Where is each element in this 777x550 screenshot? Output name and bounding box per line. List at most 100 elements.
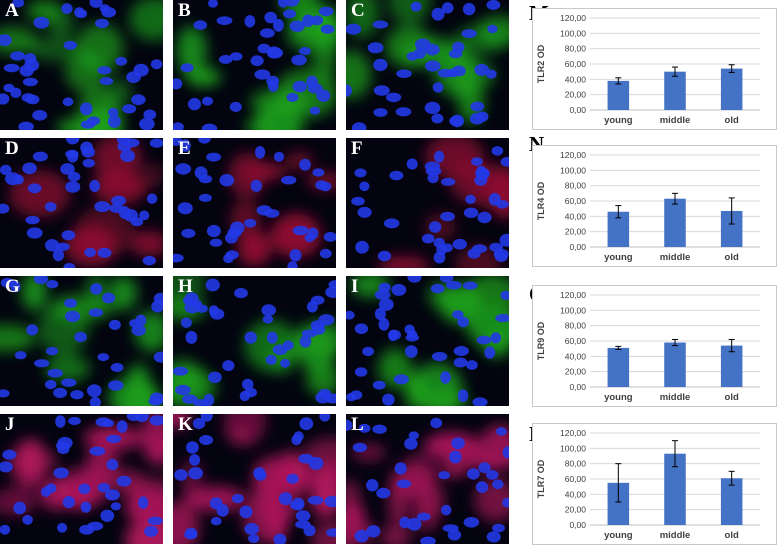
micrograph-image [173,276,336,406]
bar-middle [664,198,686,247]
y-tick-label: 120,00 [560,290,586,300]
y-tick-label: 40,00 [565,74,587,84]
x-tick-label: old [725,530,739,541]
panel-label: L [351,414,364,435]
x-tick-label: middle [660,115,691,126]
y-tick-label: 0,00 [569,382,586,392]
y-tick-label: 40,00 [565,211,587,221]
panel-label: G [5,276,20,297]
bar-old [720,210,743,247]
micrograph-image [0,414,163,544]
micrograph-k: K [173,414,336,544]
micrograph-image [351,138,509,268]
micrograph-image [346,0,509,130]
bar-middle [664,453,686,525]
y-tick-label: 20,00 [565,505,587,515]
y-tick-label: 60,00 [565,336,587,346]
micrograph-image [0,0,163,130]
bar-old [720,478,743,525]
y-tick-label: 20,00 [565,90,587,100]
y-tick-label: 40,00 [565,489,587,499]
micrograph-e: E [173,138,336,268]
nuclei-layer [351,146,509,264]
x-tick-label: middle [660,252,691,263]
micrograph-h: H [173,276,336,406]
stain-layer [0,414,163,544]
y-tick-label: 80,00 [565,321,587,331]
y-tick-label: 80,00 [565,44,587,54]
x-tick-label: old [725,252,739,263]
panel-label: H [178,276,193,297]
y-tick-label: 0,00 [569,520,586,530]
micrograph-f: F [346,138,509,268]
y-axis-label: TLR9 OD [536,321,546,360]
micrograph-b: B [173,0,336,130]
nuclei-layer [173,0,335,130]
nuclei-layer [0,0,163,130]
y-tick-label: 100,00 [560,443,586,453]
nuclei-layer [0,414,163,537]
y-tick-label: 80,00 [565,181,587,191]
micrograph-image [0,138,163,268]
panel-label: B [178,0,191,21]
y-tick-label: 120,00 [560,150,586,160]
panel-label: K [178,414,193,435]
micrograph-a: A [0,0,163,130]
micrograph-l: L [346,414,509,544]
bar-young [607,80,630,110]
nuclei-layer [346,417,509,544]
y-tick-label: 100,00 [560,28,586,38]
y-tick-label: 100,00 [560,305,586,315]
y-tick-label: 60,00 [565,196,587,206]
y-tick-label: 60,00 [565,59,587,69]
bar-chart-tlr9: 0,00 20,00 40,00 60,00 80,00 100,00 120,00 TLR9… [532,285,777,407]
micrograph-i: I [346,276,509,406]
y-tick-label: 80,00 [565,459,587,469]
y-tick-label: 120,00 [560,13,586,23]
panel-label: D [5,138,19,159]
nuclei-layer [174,414,336,544]
y-axis-label: TLR4 OD [536,181,546,220]
bar-young [607,211,630,247]
y-tick-label: 0,00 [569,105,586,115]
micrograph-image [346,276,509,406]
bar-middle [664,71,686,110]
nuclei-layer [173,278,336,406]
x-tick-label: middle [660,530,691,541]
x-tick-label: old [725,115,739,126]
panel-label: C [351,0,365,21]
y-tick-label: 40,00 [565,351,587,361]
y-axis-label: TLR7 OD [536,459,546,498]
nuclei-layer [0,276,163,406]
nuclei-layer [346,276,509,406]
panel-label: I [351,276,359,297]
y-tick-label: 120,00 [560,428,586,438]
nuclei-layer [0,138,163,268]
micrograph-image [173,138,336,268]
chart-svg: 0,00 20,00 40,00 60,00 80,00 100,00 120,00 TLR4… [532,145,777,267]
y-tick-label: 100,00 [560,165,586,175]
bar-chart-tlr2: 0,00 20,00 40,00 60,00 80,00 100,00 120,00 TLR2… [532,8,777,130]
panel-label: J [5,414,15,435]
micrograph-j: J [0,414,163,544]
bar-young [607,347,630,387]
panel-label: F [351,138,363,159]
micrograph-g: G [0,276,163,406]
y-tick-label: 20,00 [565,367,587,377]
x-tick-label: old [725,392,739,403]
bar-chart-tlr4: 0,00 20,00 40,00 60,00 80,00 100,00 120,00 TLR4… [532,145,777,267]
x-tick-label: young [604,392,633,403]
micrograph-c: C [346,0,509,130]
x-tick-label: young [604,530,633,541]
bar-old [720,68,743,110]
bar-middle [664,342,686,387]
y-axis-label: TLR2 OD [536,44,546,83]
micrograph-image [0,276,163,406]
stain-layer [228,152,336,266]
chart-svg: 0,00 20,00 40,00 60,00 80,00 100,00 120,00 TLR9… [532,285,777,407]
y-tick-label: 20,00 [565,227,587,237]
x-tick-label: young [604,252,633,263]
x-tick-label: middle [660,392,691,403]
y-tick-label: 0,00 [569,242,586,252]
micrograph-d: D [0,138,163,268]
